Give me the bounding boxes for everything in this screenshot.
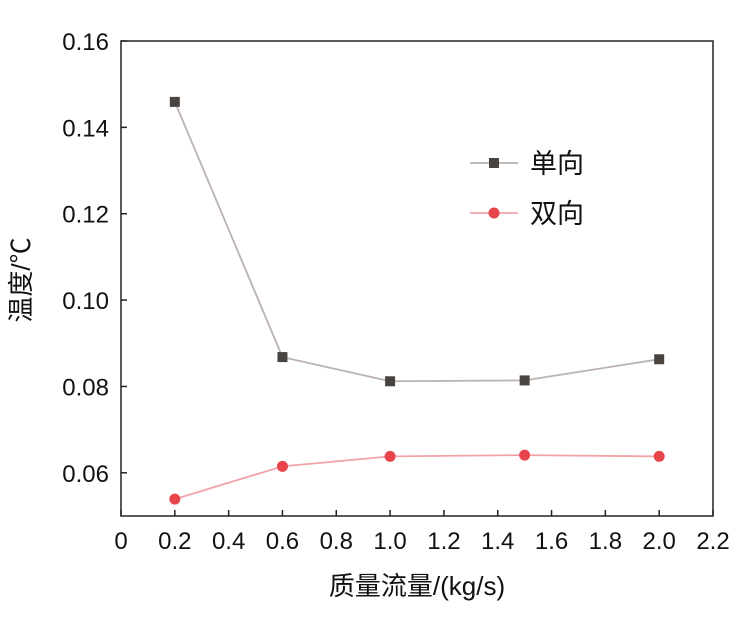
y-axis-label: 温度/℃	[6, 237, 36, 322]
y-tick-label: 0.12	[62, 202, 109, 229]
data-point	[276, 460, 288, 472]
y-tick-label: 0.14	[62, 115, 109, 142]
x-tick-label: 0.6	[266, 528, 299, 555]
y-tick-label: 0.06	[62, 461, 109, 488]
x-tick-label: 0.4	[212, 528, 245, 555]
series-line	[173, 101, 660, 383]
x-tick-label: 0	[114, 528, 127, 555]
legend-marker	[489, 158, 499, 168]
series-line	[174, 454, 660, 501]
data-point	[384, 450, 396, 462]
x-tick-label: 0.2	[158, 528, 191, 555]
x-tick-label: 2.2	[696, 528, 729, 555]
y-tick-label: 0.16	[62, 29, 109, 56]
x-tick-label: 1.6	[535, 528, 568, 555]
x-tick-label: 0.8	[320, 528, 353, 555]
plot-frame	[120, 40, 714, 517]
data-point	[385, 376, 396, 387]
data-point	[169, 493, 181, 505]
legend-label: 双向	[530, 199, 584, 229]
data-point	[654, 354, 665, 365]
y-tick-label: 0.10	[62, 288, 109, 315]
data-point	[169, 96, 180, 107]
x-tick-label: 2.0	[642, 528, 675, 555]
data-point	[519, 449, 531, 461]
legend-label: 单向	[530, 149, 584, 179]
y-tick-label: 0.08	[62, 374, 109, 401]
x-axis-label: 质量流量/(kg/s)	[329, 571, 505, 601]
x-tick-label: 1.2	[427, 528, 460, 555]
data-point	[653, 450, 665, 462]
data-point	[277, 352, 288, 363]
data-point	[519, 375, 530, 386]
legend-marker	[488, 207, 500, 219]
x-tick-label: 1.8	[589, 528, 622, 555]
x-tick-label: 1.4	[481, 528, 514, 555]
x-tick-label: 1.0	[373, 528, 406, 555]
